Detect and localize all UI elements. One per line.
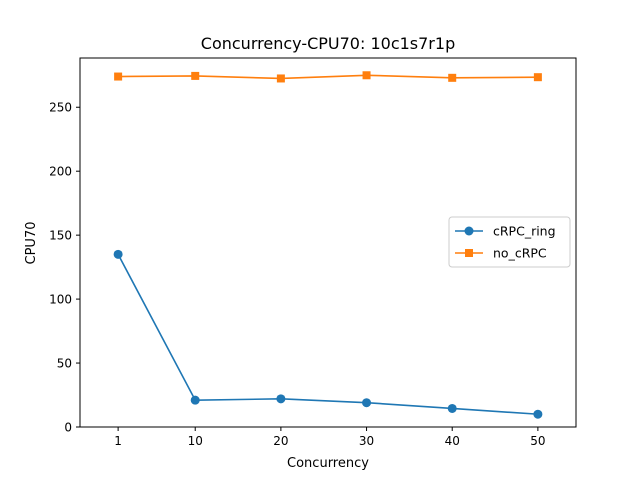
data-point-cRPC_ring [113,249,123,259]
data-point-no_cRPC [362,71,371,80]
y-tick-label: 0 [64,421,72,435]
y-tick-label: 50 [57,357,72,371]
series-line-no_cRPC [117,74,539,80]
legend-marker-cRPC_ring [464,226,474,236]
x-tick-label: 50 [530,434,545,448]
tick-group: 1 10 20 30 40 50 0 50 100 150 200 250 [49,101,545,448]
data-point-cRPC_ring [190,395,200,405]
data-point-cRPC_ring [533,409,543,419]
data-point-no_cRPC [191,71,200,80]
y-tick-label: 150 [49,229,72,243]
x-tick-label: 1 [114,434,122,448]
data-point-no_cRPC [448,73,457,82]
legend: cRPC_ring no_cRPC [448,216,571,268]
x-tick-label: 30 [359,434,374,448]
legend-label-cRPC_ring: cRPC_ring [493,224,556,239]
y-tick-label: 250 [49,101,72,115]
chart-title: Concurrency-CPU70: 10c1s7r1p [201,34,455,53]
axes [79,57,577,428]
data-point-cRPC_ring [276,394,286,404]
series-line-cRPC_ring [117,253,539,416]
x-tick-label: 10 [188,434,203,448]
y-axis-label: CPU70 [24,222,39,265]
y-tick-label: 100 [49,293,72,307]
legend-box [448,216,571,268]
x-axis-label: Concurrency [287,456,369,471]
y-tick-label: 200 [49,165,72,179]
data-point-cRPC_ring [362,398,372,408]
data-point-cRPC_ring [447,403,457,413]
data-point-no_cRPC [276,74,285,83]
axes-frame [79,57,577,428]
legend-label-no_cRPC: no_cRPC [493,246,547,261]
x-tick-label: 20 [273,434,288,448]
data-point-no_cRPC [114,72,123,81]
x-tick-label: 40 [445,434,460,448]
legend-marker-no_cRPC [465,249,473,257]
data-point-no_cRPC [533,73,542,82]
plot-area [113,71,543,419]
